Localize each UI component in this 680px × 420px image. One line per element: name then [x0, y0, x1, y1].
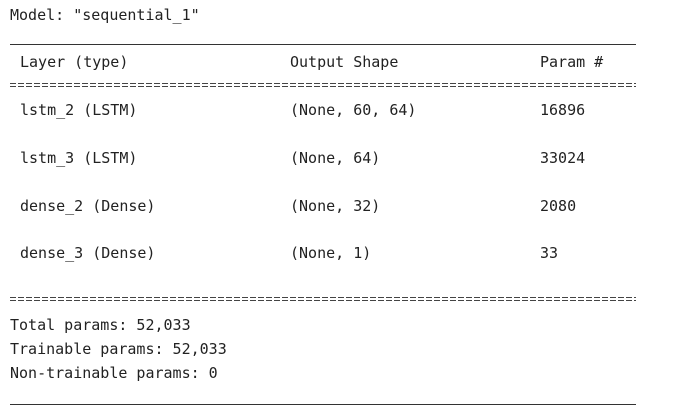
model-name-line: Model: "sequential_1": [10, 6, 200, 24]
row-layer: lstm_2 (LSTM): [20, 101, 138, 119]
row-shape: (None, 64): [290, 149, 381, 167]
row-param: 33024: [540, 149, 586, 167]
header-layer-type: Layer (type): [20, 53, 129, 71]
summary-divider: [10, 297, 636, 301]
non-trainable-params: Non-trainable params: 0: [10, 364, 218, 382]
row-param: 33: [540, 244, 559, 262]
header-output-shape: Output Shape: [290, 53, 399, 71]
row-param: 2080: [540, 197, 577, 215]
row-shape: (None, 60, 64): [290, 101, 417, 119]
row-shape: (None, 1): [290, 244, 372, 262]
row-layer: dense_2 (Dense): [20, 197, 156, 215]
row-param: 16896: [540, 101, 586, 119]
trainable-params: Trainable params: 52,033: [10, 340, 227, 358]
header-divider: [10, 83, 636, 87]
total-params: Total params: 52,033: [10, 316, 191, 334]
header-param-count: Param #: [540, 53, 604, 71]
row-layer: dense_3 (Dense): [20, 244, 156, 262]
row-shape: (None, 32): [290, 197, 381, 215]
row-layer: lstm_3 (LSTM): [20, 149, 138, 167]
top-divider: [10, 44, 636, 45]
bottom-divider: [10, 404, 636, 405]
